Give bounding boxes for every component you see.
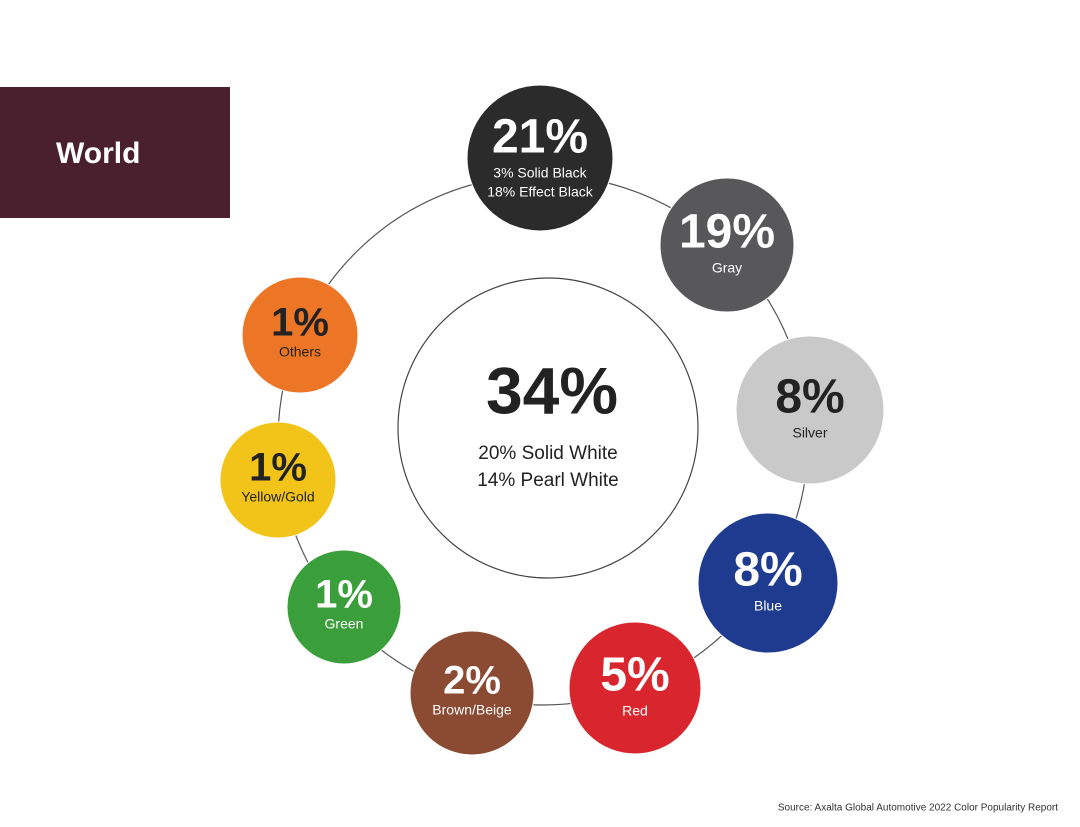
bubble-label: 18% Effect Black <box>487 183 594 199</box>
color-bubble <box>409 630 535 756</box>
bubble-label: Green <box>325 616 364 632</box>
color-bubble <box>568 621 702 755</box>
bubble-value: 1% <box>271 301 329 345</box>
bubble-label: Gray <box>712 259 742 275</box>
bubble-value: 19% <box>679 206 775 259</box>
title-box <box>0 87 230 218</box>
color-bubble <box>735 335 885 485</box>
bubble-value: 5% <box>600 649 669 702</box>
bubble-label: Others <box>279 344 321 360</box>
bubble-label: Silver <box>792 424 827 440</box>
bubble-value: 8% <box>733 544 802 597</box>
bubble-value: 8% <box>775 371 844 424</box>
center-value: 34% <box>486 353 618 427</box>
color-bubble <box>697 512 839 654</box>
bubble-value: 1% <box>249 446 307 490</box>
bubble-label: 3% Solid Black <box>493 164 587 180</box>
bubble-label: Blue <box>754 597 782 613</box>
bubble-label: Yellow/Gold <box>241 489 314 505</box>
color-bubble <box>659 177 795 313</box>
color-bubble <box>286 549 402 665</box>
bubble-value: 2% <box>443 659 501 703</box>
center-line: 20% Solid White <box>478 443 617 464</box>
color-bubble <box>241 276 359 394</box>
bubble-label: Brown/Beige <box>432 702 512 718</box>
color-bubble <box>219 421 337 539</box>
bubble-value: 21% <box>492 111 588 164</box>
source: Source: Axalta Global Automotive 2022 Co… <box>778 803 1058 814</box>
center-line: 14% Pearl White <box>477 470 619 491</box>
bubble-label: Red <box>622 702 648 718</box>
color-bubble <box>466 84 614 232</box>
title: World <box>56 137 140 170</box>
center-circle <box>397 277 699 579</box>
bubble-value: 1% <box>315 573 373 617</box>
